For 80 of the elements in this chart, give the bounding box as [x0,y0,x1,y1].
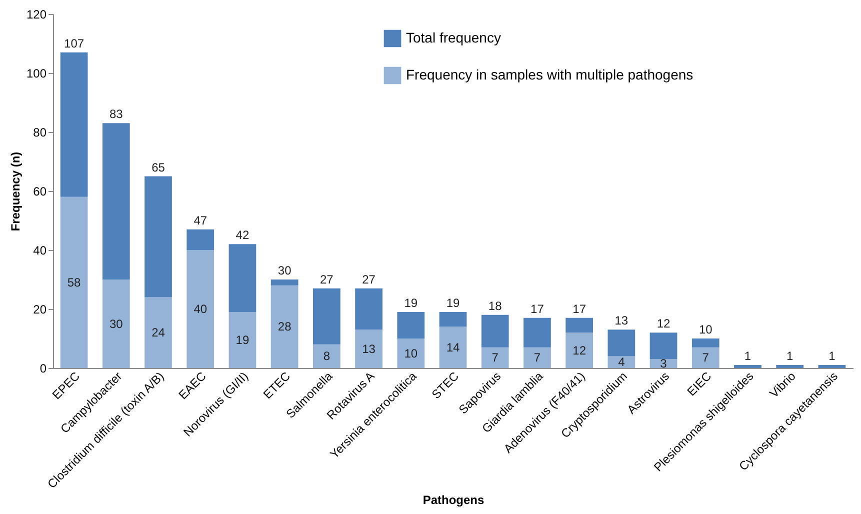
data-label: 14 [446,340,460,354]
bar [144,297,172,368]
total-label: 1 [744,349,752,364]
total-label: 107 [64,36,84,50]
bar [776,365,804,368]
bar [692,338,720,348]
y-tick-label: 20 [33,302,47,316]
y-tick-label: 80 [33,126,47,140]
data-label: 40 [194,302,208,316]
y-tick-label: 40 [33,244,47,258]
bar [270,285,298,368]
bar [818,365,846,368]
total-label: 12 [656,316,671,331]
total-label: 83 [109,107,124,122]
data-label: 28 [278,320,292,334]
bar [397,312,425,338]
bar [102,123,130,280]
bar [186,229,214,250]
data-label: 12 [572,343,586,358]
bar [270,280,298,286]
legend-label: Total frequency [406,30,501,46]
bar [524,347,551,368]
data-label: 10 [404,346,418,360]
data-label: 7 [492,350,499,365]
bar [397,338,425,368]
y-axis-title: Frequency (n) [8,152,22,232]
data-label: 7 [534,350,541,365]
y-tick-label: 100 [26,66,47,80]
total-label: 10 [698,322,713,336]
total-label: 30 [278,264,292,278]
bar [650,332,678,360]
total-label: 47 [194,213,208,228]
legend-label: Frequency in samples with multiple pathogens [406,66,694,82]
total-label: 17 [572,302,586,316]
bar [566,332,593,368]
data-label: 30 [109,316,124,331]
bar [608,330,636,356]
bar [144,176,172,298]
bar [186,250,214,368]
bar [355,330,382,368]
total-label: 27 [320,272,334,286]
total-label: 1 [786,349,794,364]
bar [355,288,382,330]
data-label: 13 [362,342,376,356]
total-label: 18 [488,298,502,313]
total-label: 42 [236,228,250,242]
y-tick-label: 60 [33,184,47,198]
data-label: 19 [236,332,250,347]
x-axis-title: Pathogens [422,492,484,507]
bar [524,318,551,348]
bar [481,314,509,348]
bar [439,312,467,327]
bar [313,288,340,344]
total-label: 19 [404,296,418,310]
bar [313,344,340,368]
data-label: 4 [618,355,626,370]
data-label: 24 [152,326,166,340]
total-label: 13 [614,314,628,328]
bar [60,196,88,368]
bar [228,312,256,368]
bar [608,356,636,368]
data-label: 3 [660,356,668,371]
data-label: 58 [67,275,82,290]
total-label: 17 [530,302,544,316]
bar [692,347,720,368]
total-label: 65 [152,160,166,174]
bar [60,52,88,197]
bar [439,326,467,368]
y-tick-label: 0 [40,362,47,376]
bar [566,318,593,333]
data-label: 7 [702,350,710,365]
total-label: 19 [446,296,460,310]
bar [734,365,762,368]
total-label: 1 [828,349,836,364]
bar [228,244,256,312]
y-tick-label: 120 [26,8,47,22]
bar [481,347,509,368]
total-label: 27 [362,272,376,286]
bar [102,280,130,368]
data-label: 8 [323,349,330,364]
